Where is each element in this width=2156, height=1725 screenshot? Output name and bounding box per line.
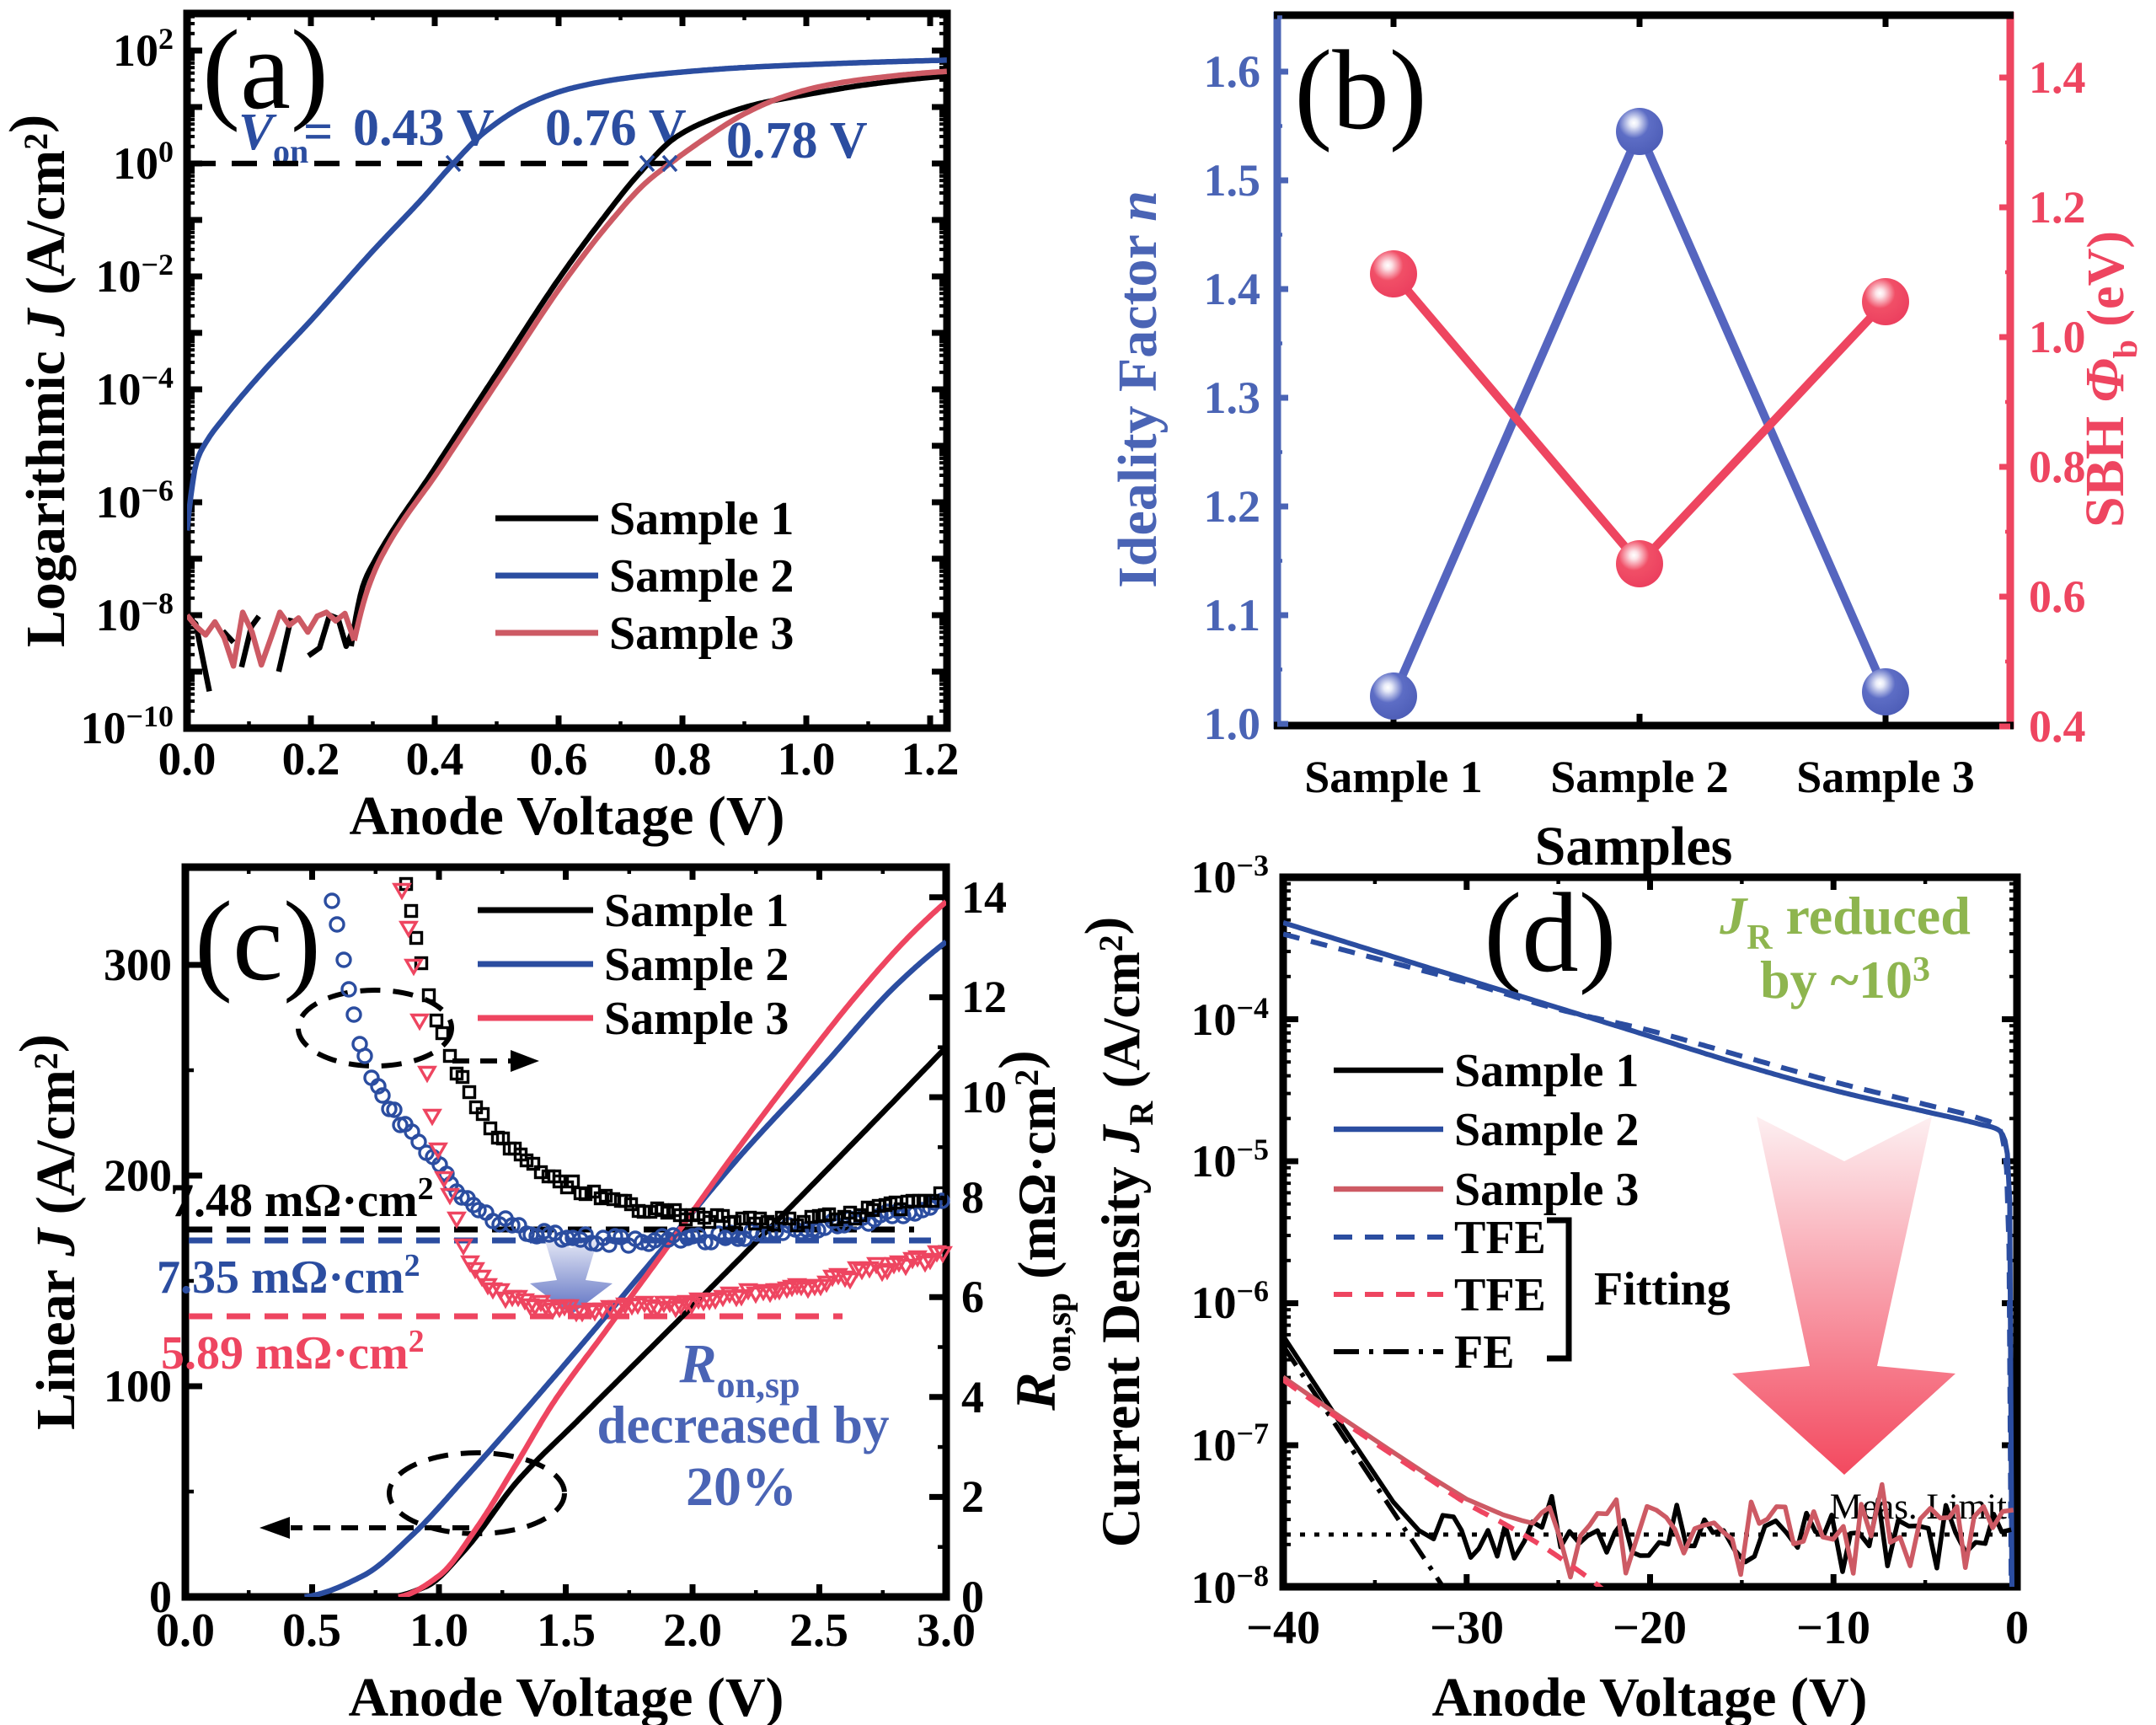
svg-text:0.0: 0.0 (156, 1604, 215, 1657)
svg-text:0.4: 0.4 (2029, 701, 2086, 752)
svg-text:Sample 1: Sample 1 (604, 885, 789, 937)
svg-text:0: 0 (149, 1572, 172, 1622)
svg-text:0.0: 0.0 (158, 733, 217, 785)
svg-text:1.6: 1.6 (1204, 46, 1261, 97)
svg-text:0: 0 (2005, 1602, 2029, 1654)
svg-text:2: 2 (961, 1471, 984, 1522)
svg-text:1.4: 1.4 (1204, 264, 1261, 314)
svg-text:0.6: 0.6 (2029, 571, 2086, 622)
svg-text:20%: 20% (686, 1456, 797, 1518)
svg-text:1.4: 1.4 (2029, 52, 2086, 103)
svg-text:(d): (d) (1484, 871, 1616, 996)
svg-text:(c): (c) (195, 879, 321, 1004)
svg-text:2.5: 2.5 (789, 1604, 848, 1657)
svg-text:6: 6 (961, 1272, 984, 1322)
svg-text:10: 10 (961, 1072, 1007, 1122)
svg-text:V: V (238, 104, 277, 161)
svg-text:1.2: 1.2 (2029, 182, 2086, 233)
svg-text:Sample 2: Sample 2 (604, 939, 789, 991)
svg-text:10−8: 10−8 (95, 587, 174, 640)
svg-text:300: 300 (104, 940, 172, 990)
svg-text:12: 12 (961, 972, 1007, 1022)
svg-text:8: 8 (961, 1172, 984, 1223)
svg-text:Anode Voltage (V): Anode Voltage (V) (1431, 1667, 1867, 1725)
svg-text:1.0: 1.0 (1204, 699, 1261, 749)
svg-text:0.8: 0.8 (654, 733, 712, 785)
svg-text:Sample 3: Sample 3 (1454, 1164, 1639, 1216)
svg-text:2.0: 2.0 (663, 1604, 722, 1657)
svg-text:Ideality Factor n: Ideality Factor n (1107, 190, 1169, 588)
svg-text:0.78 V: 0.78 V (726, 112, 868, 169)
svg-text:4: 4 (961, 1372, 984, 1422)
svg-text:1.2: 1.2 (901, 733, 960, 785)
svg-text:5.89 mΩ·cm2: 5.89 mΩ·cm2 (161, 1324, 425, 1379)
svg-text:7.35 mΩ·cm2: 7.35 mΩ·cm2 (157, 1248, 420, 1304)
svg-text:Sample 3: Sample 3 (1796, 752, 1975, 802)
svg-text:Sample 1: Sample 1 (609, 493, 794, 545)
svg-text:Sample 2: Sample 2 (1550, 752, 1729, 802)
svg-text:0.6: 0.6 (530, 733, 588, 785)
svg-text:Sample 3: Sample 3 (609, 608, 794, 660)
svg-text:200: 200 (104, 1150, 172, 1201)
svg-text:1.0: 1.0 (409, 1604, 468, 1657)
svg-text:3.0: 3.0 (917, 1604, 976, 1657)
svg-text:−40: −40 (1246, 1602, 1320, 1654)
svg-text:1.0: 1.0 (2029, 312, 2086, 362)
svg-text:SBH Φb (eV): SBH Φb (eV) (2074, 231, 2144, 528)
svg-text:1.0: 1.0 (778, 733, 836, 785)
svg-text:(b): (b) (1294, 28, 1426, 153)
svg-text:1.5: 1.5 (1204, 155, 1261, 206)
svg-text:Sample 1: Sample 1 (1454, 1045, 1639, 1097)
svg-text:Sample 3: Sample 3 (604, 993, 789, 1045)
svg-text:−20: −20 (1613, 1602, 1687, 1654)
svg-text:Sample 2: Sample 2 (1454, 1104, 1639, 1156)
svg-text:Anode Voltage (V): Anode Voltage (V) (349, 785, 784, 847)
svg-text:=: = (303, 104, 333, 161)
svg-text:by ~103: by ~103 (1760, 950, 1930, 1010)
svg-text:−30: −30 (1430, 1602, 1504, 1654)
svg-text:Ron,sp: Ron,sp (678, 1333, 800, 1406)
svg-text:0.8: 0.8 (2029, 442, 2086, 492)
svg-text:FE: FE (1454, 1326, 1515, 1379)
svg-text:TFE: TFE (1454, 1212, 1546, 1264)
svg-text:Anode Voltage (V): Anode Voltage (V) (348, 1667, 784, 1725)
svg-text:Sample 2: Sample 2 (609, 550, 794, 603)
svg-text:(a): (a) (202, 8, 329, 133)
svg-text:10−3: 10−3 (1190, 849, 1269, 903)
svg-text:1.1: 1.1 (1204, 590, 1261, 640)
svg-text:JR reduced: JR reduced (1719, 886, 1971, 957)
svg-text:1.3: 1.3 (1204, 372, 1261, 423)
svg-text:10−2: 10−2 (95, 248, 174, 302)
svg-text:0.5: 0.5 (282, 1604, 341, 1657)
svg-text:14: 14 (961, 872, 1007, 923)
svg-text:TFE: TFE (1454, 1269, 1546, 1321)
svg-text:0.2: 0.2 (282, 733, 340, 785)
svg-text:1.5: 1.5 (537, 1604, 596, 1657)
svg-text:Sample 1: Sample 1 (1304, 752, 1483, 802)
svg-text:−10: −10 (1796, 1602, 1870, 1654)
svg-text:0.43 V: 0.43 V (353, 99, 495, 157)
svg-text:100: 100 (104, 1361, 172, 1412)
svg-text:7.48 mΩ·cm2: 7.48 mΩ·cm2 (170, 1171, 434, 1227)
svg-text:decreased by: decreased by (597, 1396, 889, 1454)
svg-text:0.4: 0.4 (406, 733, 464, 785)
svg-text:Fitting: Fitting (1594, 1263, 1731, 1315)
svg-text:1.2: 1.2 (1204, 481, 1261, 532)
svg-text:0: 0 (961, 1572, 984, 1622)
svg-text:Samples: Samples (1535, 816, 1733, 877)
